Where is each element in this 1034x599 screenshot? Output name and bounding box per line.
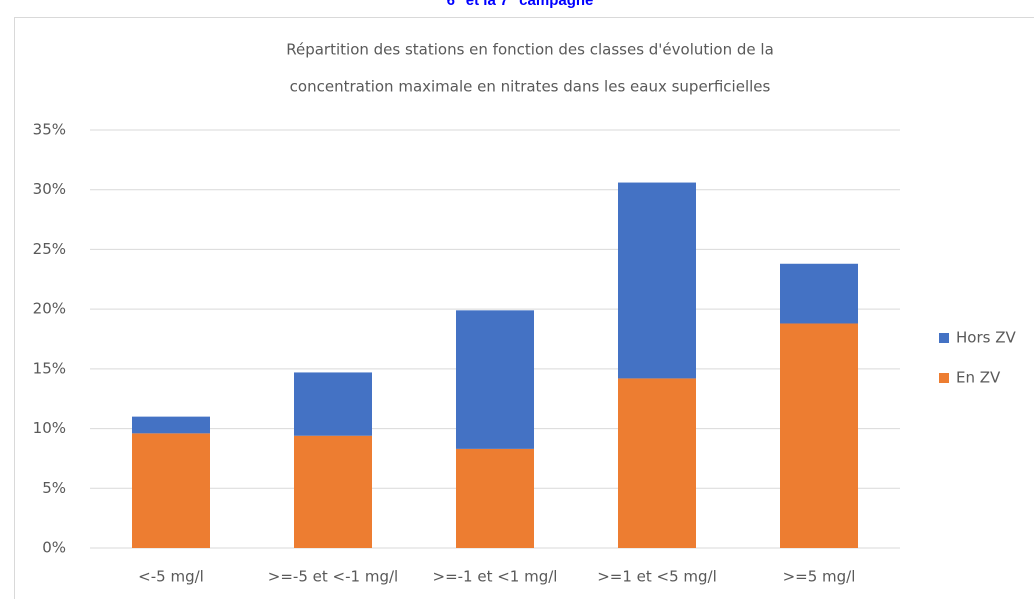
bar-segment [132, 433, 210, 548]
bar-segment [618, 182, 696, 379]
y-tick-label: 25% [33, 240, 66, 258]
x-tick-label: >=5 mg/l [783, 568, 856, 586]
chart-title: Répartition des stations en fonction des… [286, 41, 774, 59]
bar-segment [780, 323, 858, 548]
legend-swatch [939, 373, 949, 383]
y-tick-label: 10% [33, 419, 66, 437]
caption: 6e et la 7e campagne [447, 0, 594, 9]
legend-swatch [939, 333, 949, 343]
bar-segment [294, 372, 372, 436]
chart-frame [14, 17, 1034, 599]
x-tick-label: >=-1 et <1 mg/l [433, 568, 558, 586]
bar-segment [456, 310, 534, 449]
y-tick-label: 0% [42, 539, 66, 557]
y-tick-label: 20% [33, 300, 66, 318]
y-tick-label: 30% [33, 180, 66, 198]
caption-part: campagne [515, 0, 593, 9]
bar-segment [780, 263, 858, 324]
x-tick-label: >=1 et <5 mg/l [597, 568, 717, 586]
bar-segment [132, 416, 210, 434]
legend-label: Hors ZV [956, 329, 1016, 347]
bar-segment [456, 448, 534, 548]
y-tick-label: 35% [33, 121, 66, 139]
chart-title: concentration maximale en nitrates dans … [290, 78, 771, 96]
x-tick-label: >=-5 et <-1 mg/l [268, 568, 398, 586]
y-tick-label: 15% [33, 359, 66, 377]
bar-segment [294, 435, 372, 548]
legend-label: En ZV [956, 369, 1001, 387]
bar-segment [618, 378, 696, 548]
y-tick-label: 5% [42, 479, 66, 497]
caption-part: et la 7 [462, 0, 509, 9]
x-tick-label: <-5 mg/l [138, 568, 204, 586]
caption-part: 6 [447, 0, 455, 9]
